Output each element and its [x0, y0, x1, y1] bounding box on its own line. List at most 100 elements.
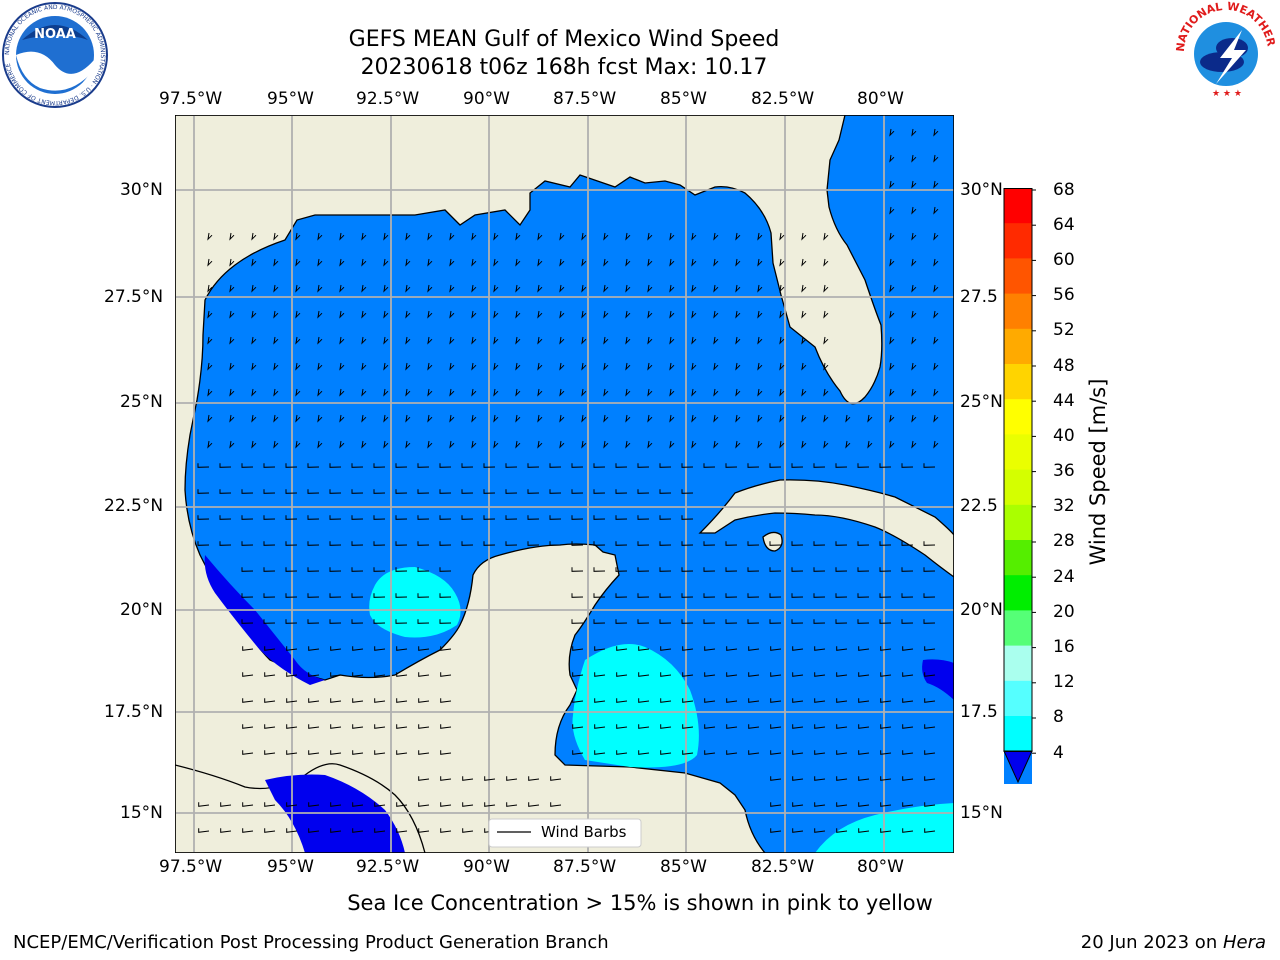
wind-barb: [207, 284, 213, 293]
wind-barb: [725, 619, 738, 624]
wind-barb: [286, 646, 298, 651]
wind-barb: [801, 310, 807, 319]
wind-barb: [902, 698, 914, 703]
wind-barb: [273, 440, 279, 449]
wind-barb: [273, 310, 279, 319]
wind-barb: [352, 802, 364, 807]
wind-barb: [880, 750, 892, 755]
wind-barb: [757, 336, 763, 345]
wind-barb: [317, 336, 323, 345]
wind-barb: [858, 828, 870, 833]
wind-barb: [242, 672, 254, 677]
wind-barb: [537, 388, 543, 397]
lat-label-right: 25°N: [960, 392, 1003, 412]
wind-barb: [681, 567, 694, 572]
wind-barb: [593, 515, 606, 520]
wind-barb: [669, 232, 675, 241]
wind-barb: [889, 180, 895, 189]
wind-barb: [603, 232, 609, 241]
wind-barb: [449, 284, 455, 293]
wind-barb: [352, 646, 364, 651]
colorbar-tick: 32: [1053, 496, 1075, 516]
region-wind-8-12-campeche: [369, 567, 461, 638]
wind-barb: [395, 619, 408, 624]
wind-barb: [449, 440, 455, 449]
wind-barb: [229, 232, 235, 241]
wind-barb: [493, 258, 499, 267]
colorbar-segment: [1004, 540, 1032, 576]
wind-barb: [483, 463, 496, 468]
wind-barb: [559, 284, 565, 293]
wind-barb: [748, 750, 760, 755]
wind-barb: [537, 336, 543, 345]
colorbar-segment: [1004, 188, 1032, 224]
wind-barb: [603, 440, 609, 449]
wind-barb: [515, 336, 521, 345]
wind-barb: [889, 206, 895, 215]
lat-label-right: 20°N: [960, 600, 1003, 620]
wind-barb: [461, 463, 474, 468]
wind-barb: [286, 698, 298, 703]
colorbar-segment: [1004, 399, 1032, 435]
wind-barb: [440, 750, 452, 755]
wind-barb: [835, 567, 848, 572]
wind-barb: [792, 750, 804, 755]
wind-barb: [559, 440, 565, 449]
wind-barb: [471, 258, 477, 267]
wind-barb: [814, 802, 826, 807]
wind-barb: [615, 463, 628, 468]
wind-barb: [748, 698, 760, 703]
wind-barb: [307, 541, 320, 546]
wind-barb: [858, 802, 870, 807]
wind-barb: [395, 463, 408, 468]
wind-barb: [241, 541, 254, 546]
wind-barb: [682, 672, 694, 677]
wind-barb: [427, 284, 433, 293]
wind-barb: [329, 619, 342, 624]
wind-barb: [449, 336, 455, 345]
wind-barb: [251, 284, 257, 293]
wind-barb: [374, 828, 386, 833]
wind-barb: [330, 646, 342, 651]
wind-barb: [242, 698, 254, 703]
wind-barb: [704, 724, 716, 729]
wind-barb: [902, 724, 914, 729]
wind-barb: [339, 414, 345, 423]
wind-barb: [691, 232, 697, 241]
wind-barb: [791, 541, 804, 546]
wind-barb: [801, 258, 807, 267]
wind-barb: [229, 336, 235, 345]
wind-barb: [471, 388, 477, 397]
lat-label-left: 20°N: [120, 600, 163, 620]
wind-barb: [713, 310, 719, 319]
wind-barb: [792, 828, 804, 833]
wind-barb: [273, 232, 279, 241]
wind-barb: [779, 232, 785, 241]
wind-barb: [659, 593, 672, 598]
wind-barb: [461, 541, 474, 546]
wind-barb: [396, 646, 408, 651]
wind-barb: [703, 567, 716, 572]
wind-barb: [471, 362, 477, 371]
wind-barb: [801, 362, 807, 371]
wind-barb: [295, 388, 301, 397]
noaa-logo-text: NOAA: [34, 27, 76, 42]
footer-date: 20 Jun 2023 on: [1080, 932, 1223, 953]
wind-barb: [823, 232, 829, 241]
wind-barb: [427, 362, 433, 371]
wind-barb: [647, 388, 653, 397]
wind-barb: [405, 258, 411, 267]
wind-barb: [857, 567, 870, 572]
wind-barb: [505, 541, 518, 546]
wind-barb: [352, 828, 364, 833]
wind-barb: [823, 336, 829, 345]
wind-barb: [449, 388, 455, 397]
wind-barb: [295, 440, 301, 449]
wind-barb: [198, 802, 210, 807]
wind-barb: [747, 619, 760, 624]
wind-barb: [462, 776, 474, 781]
wind-barb: [725, 593, 738, 598]
wind-barb: [251, 336, 257, 345]
wind-barb: [207, 414, 213, 423]
wind-barb: [625, 362, 631, 371]
